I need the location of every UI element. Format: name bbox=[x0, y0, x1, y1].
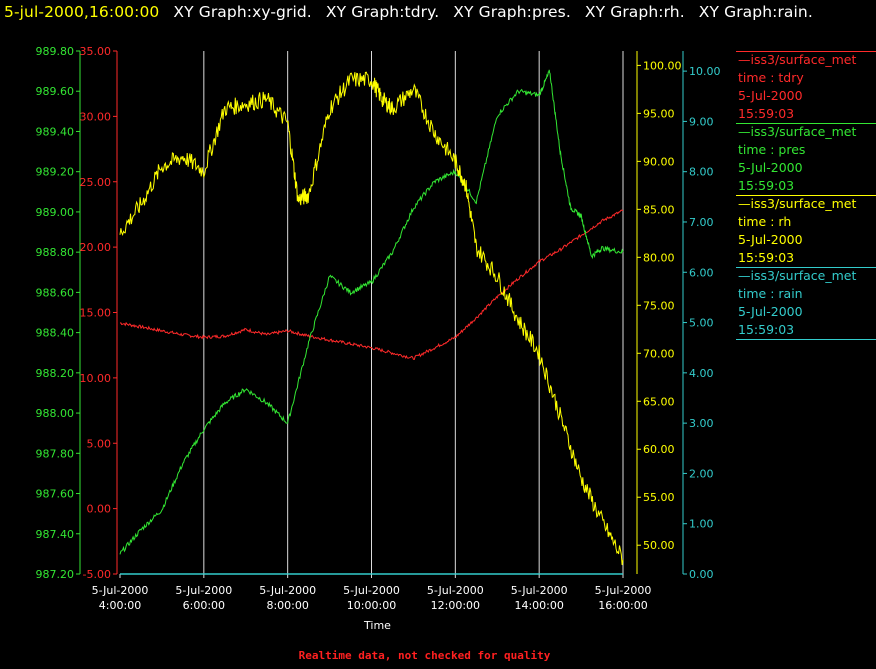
pres-tick-label: 987.20 bbox=[36, 568, 75, 581]
graph-title-bar: 5-jul-2000,16:00:00 XY Graph:xy-grid. XY… bbox=[4, 3, 813, 21]
x-tick-label: 5-Jul-2000 bbox=[259, 584, 316, 597]
rain-tick-label: 3.00 bbox=[689, 417, 714, 430]
legend-time: 15:59:03 bbox=[738, 106, 795, 121]
legend-time: 15:59:03 bbox=[738, 178, 795, 193]
x-tick-label: 4:00:00 bbox=[99, 599, 141, 612]
x-tick-label: 14:00:00 bbox=[514, 599, 563, 612]
x-tick-label: 12:00:00 bbox=[431, 599, 480, 612]
legend-entry-rain[interactable]: —iss3/surface_met time : rain 5-Jul-2000… bbox=[736, 267, 876, 340]
legend-date: 5-Jul-2000 bbox=[738, 304, 803, 319]
rain-tick-label: 9.00 bbox=[689, 115, 714, 128]
rh-tick-label: 80.00 bbox=[643, 251, 675, 264]
tdry-tick-label: -5.00 bbox=[83, 568, 111, 581]
pres-tick-label: 989.40 bbox=[36, 125, 75, 138]
rh-tick-label: 95.00 bbox=[643, 107, 675, 120]
tdry-tick-label: 15.00 bbox=[80, 307, 112, 320]
pres-tick-label: 987.60 bbox=[36, 488, 75, 501]
rain-tick-label: 8.00 bbox=[689, 166, 714, 179]
rh-tick-label: 50.00 bbox=[643, 539, 675, 552]
rain-tick-label: 6.00 bbox=[689, 266, 714, 279]
legend-variable: time : rain bbox=[738, 286, 803, 301]
legend-source: —iss3/surface_met bbox=[738, 124, 857, 139]
legend-separator bbox=[736, 195, 876, 196]
legend-date: 5-Jul-2000 bbox=[738, 232, 803, 247]
pres-tick-label: 988.60 bbox=[36, 286, 75, 299]
pres-series-line bbox=[119, 69, 624, 555]
x-tick-label: 8:00:00 bbox=[266, 599, 308, 612]
graph-label-tdry: XY Graph:tdry. bbox=[325, 3, 440, 21]
tdry-tick-label: 30.00 bbox=[80, 110, 112, 123]
rh-tick-label: 65.00 bbox=[643, 395, 675, 408]
rh-tick-label: 55.00 bbox=[643, 491, 675, 504]
tdry-tick-label: 0.00 bbox=[87, 503, 112, 516]
legend-variable: time : tdry bbox=[738, 70, 804, 85]
x-tick-label: 5-Jul-2000 bbox=[92, 584, 149, 597]
pres-tick-label: 988.20 bbox=[36, 367, 75, 380]
pres-tick-label: 988.00 bbox=[36, 407, 75, 420]
quality-notice: Realtime data, not checked for quality bbox=[298, 649, 551, 662]
pres-tick-label: 988.80 bbox=[36, 246, 75, 259]
rh-tick-label: 60.00 bbox=[643, 443, 675, 456]
rh-tick-label: 100.00 bbox=[643, 59, 682, 72]
legend-separator bbox=[736, 267, 876, 268]
rain-tick-label: 2.00 bbox=[689, 467, 714, 480]
graph-label-rh: XY Graph:rh. bbox=[584, 3, 685, 21]
rain-tick-label: 10.00 bbox=[689, 65, 721, 78]
legend-time: 15:59:03 bbox=[738, 250, 795, 265]
legend-variable: time : rh bbox=[738, 214, 792, 229]
tdry-tick-label: 35.00 bbox=[80, 45, 112, 58]
x-tick-label: 10:00:00 bbox=[347, 599, 396, 612]
pres-tick-label: 987.40 bbox=[36, 528, 75, 541]
rh-tick-label: 90.00 bbox=[643, 155, 675, 168]
legend-date: 5-Jul-2000 bbox=[738, 88, 803, 103]
legend-separator bbox=[736, 123, 876, 124]
pres-tick-label: 989.00 bbox=[36, 206, 75, 219]
legend-date: 5-Jul-2000 bbox=[738, 160, 803, 175]
rh-tick-label: 75.00 bbox=[643, 299, 675, 312]
x-tick-label: 6:00:00 bbox=[183, 599, 225, 612]
rain-tick-label: 0.00 bbox=[689, 568, 714, 581]
legend-separator bbox=[736, 51, 876, 52]
rain-tick-label: 4.00 bbox=[689, 367, 714, 380]
graph-label-xy-grid: XY Graph:xy-grid. bbox=[173, 3, 312, 21]
x-axis-title: Time bbox=[363, 619, 391, 632]
legend-variable: time : pres bbox=[738, 142, 806, 157]
tdry-tick-label: 5.00 bbox=[87, 437, 112, 450]
x-tick-label: 5-Jul-2000 bbox=[511, 584, 568, 597]
rh-series-line bbox=[119, 71, 624, 566]
rh-tick-label: 85.00 bbox=[643, 203, 675, 216]
x-tick-label: 5-Jul-2000 bbox=[595, 584, 652, 597]
pres-tick-label: 987.80 bbox=[36, 447, 75, 460]
rain-tick-label: 5.00 bbox=[689, 317, 714, 330]
legend-entry-pres[interactable]: —iss3/surface_met time : pres 5-Jul-2000… bbox=[736, 123, 876, 195]
rain-tick-label: 1.00 bbox=[689, 518, 714, 531]
legend-entry-rh[interactable]: —iss3/surface_met time : rh 5-Jul-2000 1… bbox=[736, 195, 876, 267]
tdry-tick-label: 10.00 bbox=[80, 372, 112, 385]
pres-tick-label: 988.40 bbox=[36, 327, 75, 340]
rain-tick-label: 7.00 bbox=[689, 216, 714, 229]
pres-tick-label: 989.80 bbox=[36, 45, 75, 58]
tdry-series-line bbox=[119, 209, 624, 360]
pres-tick-label: 989.60 bbox=[36, 85, 75, 98]
timestamp-label: 5-jul-2000,16:00:00 bbox=[4, 3, 160, 21]
x-tick-label: 5-Jul-2000 bbox=[343, 584, 400, 597]
x-tick-label: 5-Jul-2000 bbox=[175, 584, 232, 597]
tdry-tick-label: 20.00 bbox=[80, 241, 112, 254]
legend-source: —iss3/surface_met bbox=[738, 268, 857, 283]
legend-separator bbox=[736, 339, 876, 340]
legend-source: —iss3/surface_met bbox=[738, 52, 857, 67]
legend-source: —iss3/surface_met bbox=[738, 196, 857, 211]
rh-tick-label: 70.00 bbox=[643, 347, 675, 360]
pres-tick-label: 989.20 bbox=[36, 166, 75, 179]
graph-label-rain: XY Graph:rain. bbox=[698, 3, 813, 21]
legend-time: 15:59:03 bbox=[738, 322, 795, 337]
tdry-tick-label: 25.00 bbox=[80, 176, 112, 189]
x-tick-label: 16:00:00 bbox=[598, 599, 647, 612]
graph-label-pres: XY Graph:pres. bbox=[453, 3, 571, 21]
x-tick-label: 5-Jul-2000 bbox=[427, 584, 484, 597]
legend-entry-tdry[interactable]: —iss3/surface_met time : tdry 5-Jul-2000… bbox=[736, 51, 876, 123]
